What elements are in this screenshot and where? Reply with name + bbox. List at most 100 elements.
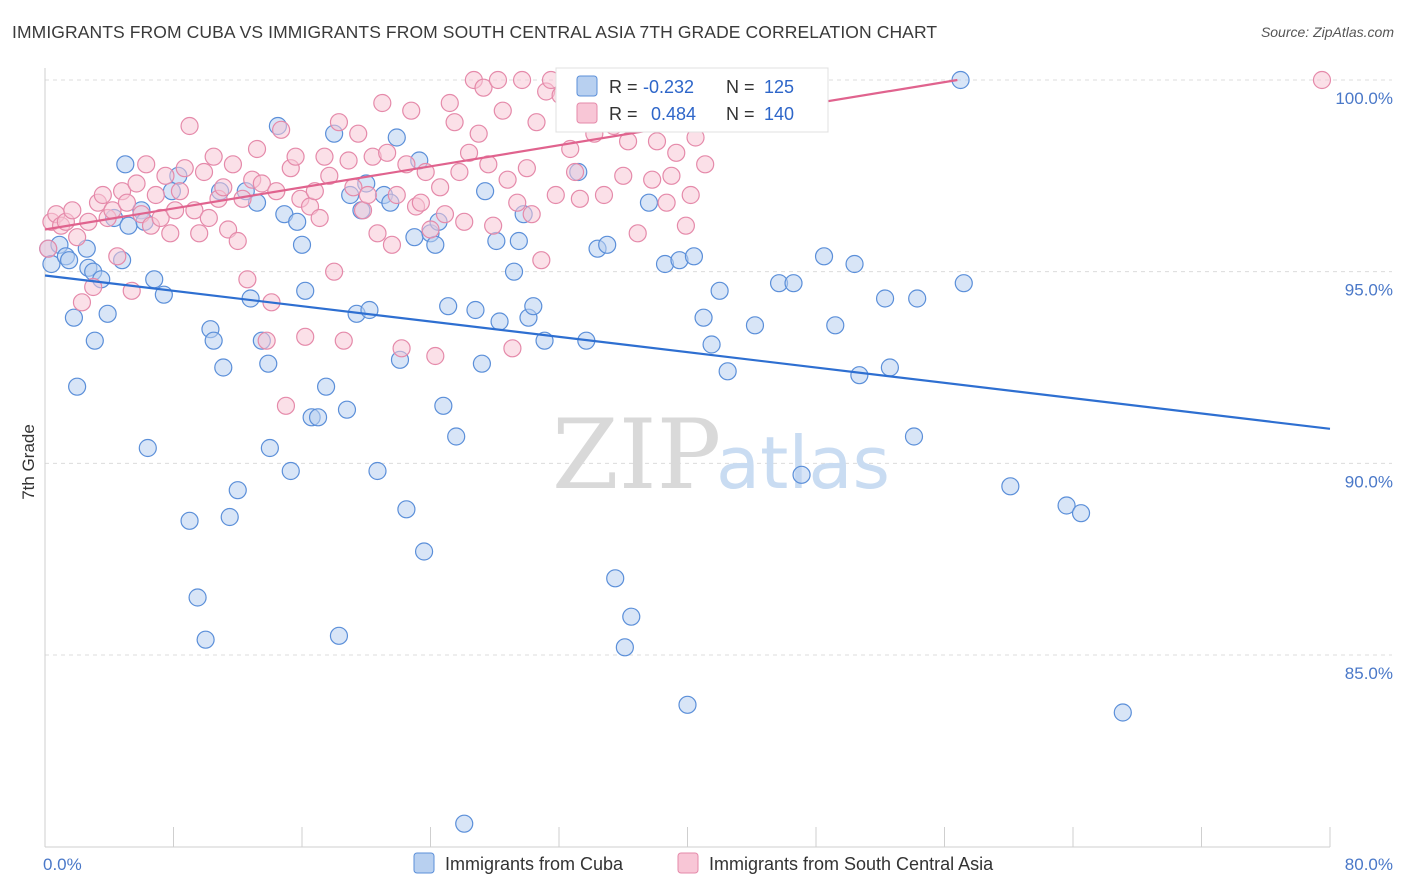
south-central-asia-point (320, 166, 339, 185)
south-central-asia-point (286, 147, 305, 166)
south-central-asia-point (426, 346, 445, 366)
y-tick-labels: 85.0% 90.0% 95.0% 100.0% (1335, 89, 1393, 683)
south-central-asia-point (512, 70, 532, 90)
south-central-asia-point (39, 239, 58, 258)
cuba-point (615, 638, 634, 657)
south-central-asia-point (459, 143, 479, 162)
cuba-point (439, 297, 458, 316)
legend-r-value-blue: -0.232 (643, 77, 694, 97)
south-central-asia-point (647, 132, 667, 151)
south-central-asia-point (484, 216, 503, 235)
x-tick-min: 0.0% (43, 855, 82, 874)
cuba-point (472, 354, 491, 373)
south-central-asia-point (170, 182, 190, 201)
cuba-point (145, 270, 164, 289)
cuba-point (880, 358, 899, 377)
south-central-asia-point (488, 70, 508, 90)
south-central-asia-point (508, 193, 527, 212)
cuba-point (98, 304, 117, 323)
south-central-asia-point (247, 139, 267, 159)
south-central-asia-point (214, 178, 233, 197)
south-central-asia-point (628, 224, 647, 243)
south-central-asia-point (358, 185, 377, 205)
cuba-point (598, 235, 617, 254)
south-central-asia-point (450, 162, 469, 182)
cuba-point (455, 814, 474, 833)
cuba-point (259, 354, 278, 373)
legend-n-label-blue: N = (726, 77, 755, 97)
y-axis-label: 7th Grade (19, 424, 38, 500)
bottom-legend-label-pink: Immigrants from South Central Asia (709, 854, 994, 874)
south-central-asia-point (72, 293, 92, 312)
south-central-asia-point (618, 132, 638, 151)
cuba-point (405, 228, 424, 247)
source-note: Source: ZipAtlas.com (1260, 24, 1394, 40)
south-central-asia-point (493, 101, 512, 120)
south-central-asia-point (146, 185, 165, 205)
cuba-point (68, 377, 87, 396)
cuba-point (954, 274, 973, 293)
south-central-asia-point (117, 193, 137, 212)
south-central-asia-point (392, 339, 411, 358)
south-central-asia-point (594, 185, 614, 205)
cuba-point (296, 281, 315, 300)
south-central-asia-point (503, 339, 522, 358)
south-central-asia-point (431, 178, 450, 197)
south-central-asia-point (199, 208, 218, 228)
south-central-asia-point (194, 162, 214, 182)
cuba-point (260, 438, 279, 458)
south-central-asia-point (161, 224, 180, 243)
south-central-asia-point (93, 185, 112, 205)
cuba-point (490, 312, 509, 331)
cuba-point (59, 251, 79, 270)
cuba-point (826, 316, 845, 335)
cuba-point (116, 155, 135, 174)
cuba-point (718, 362, 737, 381)
cuba-point (904, 427, 924, 446)
south-central-asia-point (180, 116, 199, 136)
series-legend: Immigrants from Cuba Immigrants from Sou… (413, 852, 994, 874)
cuba-point (710, 281, 729, 300)
south-central-asia-point (676, 216, 695, 235)
south-central-asia-point (296, 327, 315, 346)
watermark-zip: ZIP (552, 399, 721, 511)
legend-swatch-blue (576, 75, 598, 97)
y-tick-label: 90.0% (1345, 472, 1393, 491)
south-central-asia-point (378, 143, 397, 162)
cuba-point (337, 400, 357, 419)
south-central-asia-point (667, 143, 686, 162)
cuba-point (524, 297, 543, 316)
south-central-asia-point (329, 113, 349, 132)
south-central-asia-point (63, 201, 82, 220)
cuba-point (281, 461, 300, 481)
bottom-legend-label-blue: Immigrants from Cuba (445, 854, 624, 874)
cuba-point (426, 235, 445, 254)
south-central-asia-point (137, 155, 156, 174)
cuba-point (138, 438, 157, 458)
south-central-asia-point (643, 170, 662, 189)
south-central-asia-point (257, 331, 276, 350)
cuba-point (504, 262, 524, 281)
south-central-asia-point (325, 262, 344, 281)
south-central-asia-point (696, 155, 715, 174)
cuba-point (447, 427, 466, 446)
cuba-point (792, 465, 811, 484)
south-central-asia-point (469, 124, 488, 143)
cuba-point (204, 331, 223, 350)
legend-r-label-blue: R = (609, 77, 638, 97)
cuba-point (196, 630, 215, 649)
south-central-asia-point (68, 228, 87, 247)
cuba-point (85, 331, 104, 350)
cuba-point (814, 247, 834, 266)
south-central-asia-point (546, 185, 565, 205)
cuba-point (316, 377, 336, 396)
cuba-point (329, 626, 349, 645)
cuba-point (678, 695, 697, 714)
south-central-asia-point (498, 170, 517, 189)
south-central-asia-point (681, 185, 700, 205)
south-central-asia-point (349, 124, 368, 143)
south-central-asia-point (339, 151, 358, 170)
south-central-asia-point (614, 166, 633, 185)
cuba-point (476, 182, 495, 201)
south-central-asia-point (204, 147, 223, 166)
